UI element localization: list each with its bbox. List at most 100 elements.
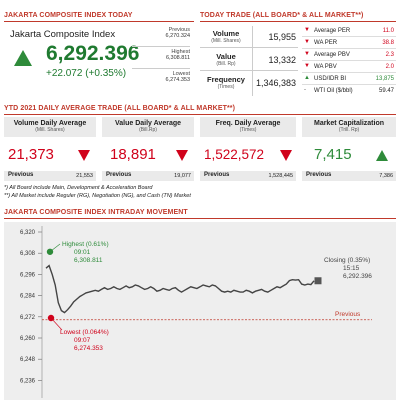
stat-previous-value: 21,553 <box>76 172 93 179</box>
indicator-label: Average PER <box>314 28 351 34</box>
today-frequency-row: Frequency (Times) 1,346,383 <box>200 72 298 96</box>
down-arrow-icon: ▼ <box>304 51 310 57</box>
jci-change: +22.072 (+0.35%) <box>46 68 127 79</box>
y-tick-label: 6,296 <box>20 272 36 278</box>
stat-header: Value Daily Average (Bill.Rp) <box>102 117 194 137</box>
stat-previous-label: Previous <box>106 172 132 178</box>
highest-point-marker <box>46 248 54 255</box>
today-frequency-value: 1,346,383 <box>255 78 296 88</box>
today-volume-unit: (Mill. Shares) <box>211 38 241 44</box>
today-value-unit: (Bill. Rp) <box>216 61 236 67</box>
divider <box>132 68 190 69</box>
jci-previous-label: Previous <box>168 27 190 33</box>
stat-value: 21,373 <box>8 146 54 163</box>
up-arrow-icon: ▲ <box>304 75 310 81</box>
y-tick-label: 6,272 <box>20 315 36 321</box>
divider <box>132 46 190 47</box>
closing-label: Closing (0.35%) <box>324 257 370 264</box>
ytd-header: YTD 2021 DAILY AVERAGE TRADE (ALL BOARD*… <box>4 105 236 112</box>
jci-highest-value: 6,308.811 <box>165 55 190 61</box>
jci-today-header: JAKARTA COMPOSITE INDEX TODAY <box>4 12 133 19</box>
stat-header: Volume Daily Average (Mill. Shares) <box>4 117 96 137</box>
jci-intraday-line <box>45 264 315 314</box>
stat-previous-value: 7,386 <box>379 172 393 179</box>
stat-unit: (Trill. Rp) <box>338 127 360 133</box>
y-tick-label: 6,260 <box>20 336 36 342</box>
highest-time: 09:01 <box>74 249 91 256</box>
indicator-label: WA PER <box>314 40 338 46</box>
jci-previous-value: 6,270.324 <box>165 33 190 39</box>
stat-previous-value: 19,077 <box>174 172 191 179</box>
down-arrow-icon <box>176 150 188 161</box>
stat-header: Market Capitalization (Trill. Rp) <box>302 117 396 137</box>
indicator-value: 2.3 <box>385 52 394 58</box>
down-arrow-icon <box>78 150 90 161</box>
indicator-wti-oil: - WTI Oil ($/bbl) 59.47 <box>302 86 396 97</box>
stat-footer: Previous 1,528,445 <box>200 171 296 181</box>
today-value-label: Value <box>216 52 236 61</box>
intraday-underline <box>4 218 396 219</box>
today-volume-value: 15,955 <box>268 32 296 42</box>
y-tick-label: 6,308 <box>20 251 36 257</box>
jci-highest-cell: Highest 6,308.811 <box>132 49 190 61</box>
down-arrow-icon: ▼ <box>304 39 310 45</box>
stat-title: Volume Daily Average <box>13 120 87 127</box>
lowest-label: Lowest (0.064%) <box>60 329 109 336</box>
indicator-wa-pbv: ▼ WA PBV 2.0 <box>302 62 396 73</box>
closing-time: 15:15 <box>343 265 360 272</box>
jci-value: 6,292.396 <box>46 42 140 65</box>
indicator-average-per: ▼ Average PER 11.0 <box>302 26 396 37</box>
footnote-all-board: *) All Board include Main, Development &… <box>4 185 153 191</box>
ytd-volume-box: Volume Daily Average (Mill. Shares) 21,3… <box>4 117 96 182</box>
stat-previous-label: Previous <box>306 172 332 178</box>
intraday-chart-area: 6,320 6,308 6,296 6,284 6,272 6,260 6,248 6,236… <box>4 222 396 400</box>
lowest-value: 6,274.353 <box>74 345 103 352</box>
today-frequency-label: Frequency <box>207 75 245 84</box>
jci-lowest-cell: Lowest 6,274.353 <box>132 71 190 83</box>
stat-value: 7,415 <box>314 146 352 163</box>
stat-previous-label: Previous <box>204 172 230 178</box>
indicator-label: WA PBV <box>314 64 337 70</box>
today-value-row: Value (Bill. Rp) 13,332 <box>200 49 298 71</box>
indicator-value: 2.0 <box>385 64 394 70</box>
stat-unit: (Bill.Rp) <box>139 127 157 133</box>
ytd-value-box: Value Daily Average (Bill.Rp) 18,891 Pre… <box>102 117 194 182</box>
today-frequency-unit: (Times) <box>217 84 235 90</box>
stat-footer: Previous 7,386 <box>302 171 396 181</box>
today-trade-underline <box>200 21 396 22</box>
indicator-value: 13,875 <box>375 76 394 82</box>
lowest-time: 09:07 <box>74 337 91 344</box>
highest-label: Highest (0.61%) <box>62 241 109 248</box>
stat-value: 1,522,572 <box>204 147 265 162</box>
up-arrow-icon <box>376 150 388 161</box>
intraday-header: JAKARTA COMPOSITE INDEX INTRADAY MOVEMEN… <box>4 209 188 216</box>
stat-footer: Previous 19,077 <box>102 171 194 181</box>
indicator-average-pbv: ▼ Average PBV 2.3 <box>302 50 396 61</box>
intraday-chart: 6,320 6,308 6,296 6,284 6,272 6,260 6,248 6,236… <box>20 226 372 398</box>
stat-header: Freq. Daily Average (Times) <box>200 117 296 137</box>
stat-unit: (Mill. Shares) <box>35 127 65 133</box>
today-value-value: 13,332 <box>268 55 296 65</box>
stat-value: 18,891 <box>110 146 156 163</box>
highest-value: 6,308.811 <box>74 257 103 264</box>
stat-title: Freq. Daily Average <box>215 120 281 127</box>
indicator-value: 59.47 <box>378 88 394 94</box>
jci-summary-panel: Jakarta Composite Index 6,292.396 +22.07… <box>4 24 194 95</box>
down-arrow-icon <box>280 150 292 161</box>
previous-close-label: Previous <box>335 311 361 318</box>
jci-lowest-value: 6,274.353 <box>165 77 190 83</box>
lowest-point-marker <box>47 314 55 322</box>
stat-previous-value: 1,528,445 <box>268 172 293 179</box>
ytd-underline <box>4 114 396 115</box>
today-volume-row: Volume (Mill. Shares) 15,955 <box>200 26 298 48</box>
jci-today-underline <box>4 21 194 22</box>
stat-unit: (Times) <box>239 127 257 133</box>
jci-lowest-label: Lowest <box>172 71 190 77</box>
down-arrow-icon: ▼ <box>304 27 310 33</box>
stat-title: Value Daily Average <box>114 120 182 127</box>
down-arrow-icon: ▼ <box>304 63 310 69</box>
y-tick-label: 6,236 <box>20 378 36 384</box>
dash-icon: - <box>304 87 306 93</box>
stat-footer: Previous 21,553 <box>4 171 96 181</box>
stat-title: Market Capitalization <box>313 120 384 127</box>
